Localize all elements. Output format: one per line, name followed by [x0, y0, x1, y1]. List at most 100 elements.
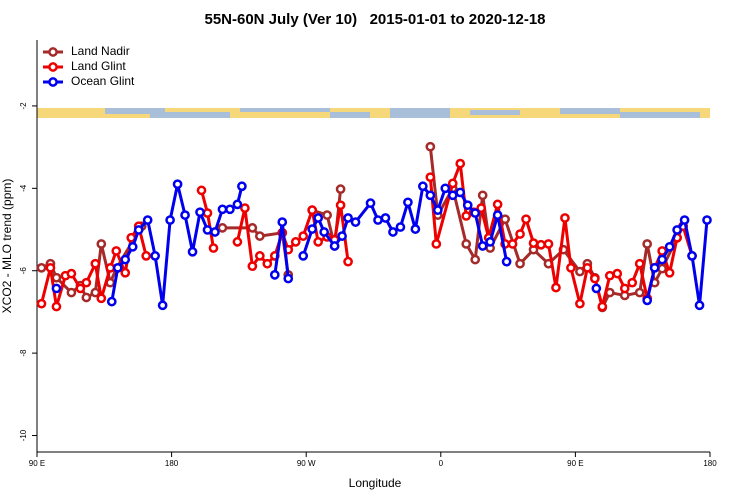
data-point — [365, 198, 376, 209]
data-point — [133, 225, 144, 235]
x-tick-label: 180 — [703, 459, 717, 468]
data-point — [232, 199, 243, 210]
data-point — [96, 239, 107, 249]
data-point — [247, 261, 258, 272]
data-point — [337, 231, 347, 241]
data-point — [597, 301, 608, 312]
data-point — [582, 262, 593, 273]
data-point — [619, 283, 630, 294]
y-tick-label: -8 — [19, 349, 28, 357]
data-point — [237, 181, 247, 192]
data-point — [180, 210, 190, 220]
y-tick-label: -10 — [19, 429, 28, 441]
legend-marker — [48, 47, 58, 57]
data-point — [403, 197, 413, 208]
data-point — [240, 203, 250, 213]
x-tick-label: 180 — [165, 459, 179, 468]
data-point — [425, 172, 436, 183]
data-point — [225, 204, 235, 215]
data-point — [543, 239, 554, 249]
data-point — [141, 251, 152, 261]
data-point — [36, 262, 47, 273]
data-point — [196, 185, 207, 196]
data-point — [575, 266, 585, 277]
data-point — [702, 215, 712, 225]
legend-label: Ocean Glint — [71, 74, 135, 88]
data-point — [105, 262, 116, 273]
data-point — [447, 190, 458, 201]
data-point — [247, 223, 258, 233]
data-point — [322, 210, 332, 220]
data-point — [536, 239, 546, 250]
chart-title: 55N-60N July (Ver 10) 2015-01-01 to 2020… — [204, 11, 545, 28]
data-point — [202, 208, 213, 218]
data-point — [431, 239, 442, 249]
data-point — [418, 181, 428, 192]
data-point — [45, 262, 56, 273]
legend-label: Land Nadir — [71, 44, 130, 58]
data-point — [329, 241, 340, 251]
data-point — [664, 267, 675, 278]
data-point — [634, 258, 645, 269]
data-point — [589, 273, 600, 284]
data-point — [461, 211, 472, 221]
data-point — [395, 222, 406, 232]
data-point — [232, 237, 243, 247]
data-point — [373, 215, 383, 225]
y-axis-label: XCO2 - MLO trend (ppm) — [0, 179, 14, 314]
data-point — [470, 254, 481, 265]
data-point — [664, 241, 675, 252]
data-point — [307, 224, 318, 234]
data-point — [96, 293, 107, 304]
data-point — [313, 237, 324, 247]
data-point — [627, 277, 638, 288]
x-tick-label: 90 E — [29, 459, 45, 468]
data-point — [461, 239, 472, 249]
legend-marker — [48, 62, 58, 72]
data-point — [335, 200, 346, 211]
data-point — [476, 203, 487, 213]
data-point — [90, 258, 101, 269]
data-point — [283, 273, 294, 284]
data-point — [657, 254, 667, 265]
map-strip — [37, 108, 710, 118]
data-point — [521, 214, 531, 225]
data-point — [440, 183, 451, 194]
data-point — [217, 223, 228, 233]
data-point — [485, 237, 496, 247]
data-point — [111, 246, 122, 256]
data-point — [687, 251, 697, 261]
data-point — [350, 217, 361, 227]
data-point — [187, 246, 198, 257]
data-point — [307, 205, 318, 216]
data-point — [112, 262, 123, 273]
data-point — [432, 205, 443, 216]
data-point — [455, 187, 466, 198]
data-point — [210, 227, 220, 237]
data-point — [388, 227, 398, 237]
x-axis-label: Longitude — [349, 476, 402, 490]
data-point — [507, 239, 518, 249]
data-point — [81, 292, 92, 303]
data-point — [313, 213, 324, 223]
data-point — [254, 231, 265, 241]
data-point — [425, 141, 436, 152]
data-point — [142, 215, 153, 225]
data-point — [319, 227, 329, 237]
data-point — [470, 208, 481, 218]
data-point — [515, 258, 525, 269]
data-point — [51, 272, 62, 283]
y-tick-label: -2 — [19, 102, 28, 110]
data-point — [501, 256, 512, 267]
data-point — [335, 184, 346, 194]
data-point — [515, 229, 525, 239]
data-point — [492, 199, 503, 210]
data-point — [120, 254, 131, 265]
data-point — [298, 231, 309, 241]
data-point — [150, 251, 160, 261]
data-point — [380, 213, 391, 223]
data-point — [127, 241, 138, 252]
data-point — [120, 267, 131, 278]
data-point — [277, 217, 288, 227]
y-tick-label: -6 — [19, 267, 28, 275]
